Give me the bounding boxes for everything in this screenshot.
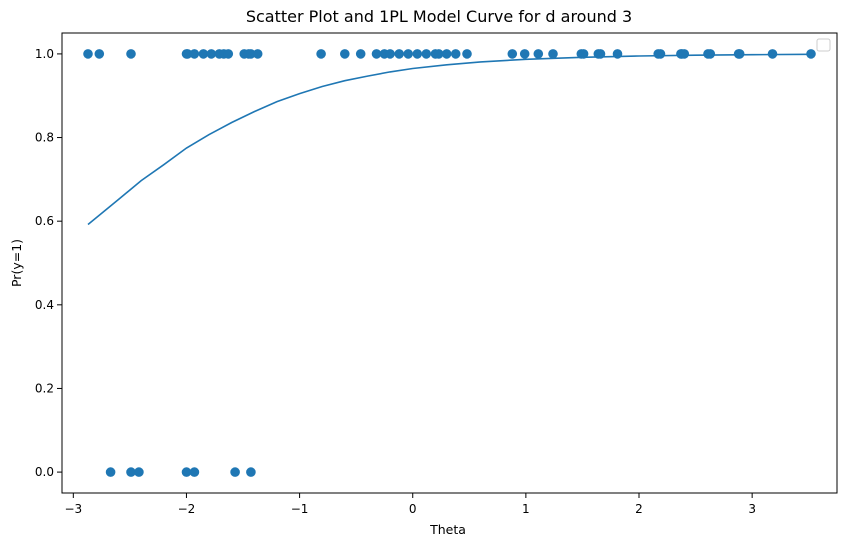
scatter-point: [450, 49, 461, 59]
scatter-point: [412, 49, 423, 59]
x-axis-label: Theta: [429, 522, 466, 537]
scatter-point: [83, 49, 93, 59]
scatter-point: [181, 467, 192, 477]
y-tick-label: 0.4: [35, 298, 54, 312]
x-tick-label: 2: [635, 502, 643, 516]
x-axis-ticks: −3 −2 −1 0 1 2 3: [64, 493, 756, 516]
y-tick-label: 0.8: [35, 131, 54, 145]
scatter-point: [206, 49, 217, 59]
scatter-point: [94, 49, 105, 59]
scatter-point: [316, 49, 326, 59]
scatter-point: [679, 49, 690, 59]
scatter-point: [394, 49, 405, 59]
scatter-point: [734, 49, 745, 59]
scatter-point: [441, 49, 452, 59]
legend-box: [816, 38, 831, 52]
x-tick-label: −1: [291, 502, 309, 516]
scatter-point: [507, 49, 518, 59]
model-curve: [87, 53, 812, 226]
scatter-point: [182, 49, 193, 59]
y-tick-label: 0.6: [35, 214, 54, 228]
scatter-point: [355, 49, 366, 59]
x-tick-label: 0: [409, 502, 417, 516]
scatter-point: [198, 49, 209, 59]
scatter-point: [252, 49, 263, 59]
scatter-point: [434, 49, 444, 59]
scatter-point: [340, 49, 350, 59]
scatter-point: [578, 49, 589, 59]
scatter-point: [105, 467, 116, 477]
scatter-point: [403, 49, 414, 59]
scatter-point: [462, 49, 472, 59]
scatter-point: [519, 49, 530, 59]
y-tick-label: 1.0: [35, 47, 54, 61]
y-axis-ticks: 0.0 0.2 0.4 0.6 0.8 1.0: [35, 47, 62, 479]
x-tick-label: 1: [522, 502, 530, 516]
y-axis-label: Pr(y=1): [9, 239, 24, 287]
scatter-point: [134, 467, 144, 477]
scatter-point: [246, 467, 256, 477]
x-tick-label: −2: [178, 502, 196, 516]
scatter-point: [421, 49, 432, 59]
scatter-point: [230, 467, 240, 477]
scatter-point: [385, 49, 395, 59]
y-tick-label: 0.2: [35, 381, 54, 395]
scatter-point: [806, 49, 816, 59]
x-tick-label: 3: [748, 502, 756, 516]
scatter-point: [246, 49, 256, 59]
scatter-point: [371, 49, 382, 59]
scatter-point: [189, 467, 200, 477]
scatter-point: [126, 49, 136, 59]
scatter-point: [223, 49, 234, 59]
chart-title: Scatter Plot and 1PL Model Curve for d a…: [246, 7, 632, 26]
x-tick-label: −3: [64, 502, 82, 516]
scatter-point: [189, 49, 200, 59]
axes-frame: [61, 32, 838, 494]
scatter-point: [548, 49, 558, 59]
scatter-point: [533, 49, 544, 59]
scatter-point: [705, 49, 716, 59]
scatter-point: [655, 49, 666, 59]
plot-area: [83, 49, 816, 477]
scatter-point: [126, 467, 136, 477]
y-tick-label: 0.0: [35, 465, 54, 479]
